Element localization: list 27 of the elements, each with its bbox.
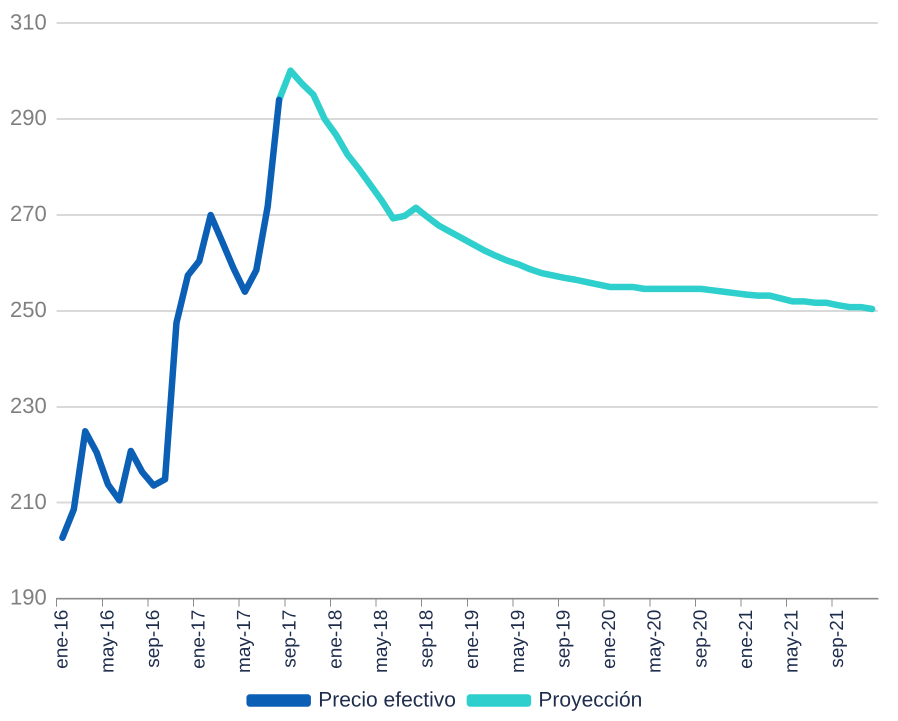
- x-tick-label: ene-17: [188, 610, 210, 669]
- x-tick-label: may-19: [508, 610, 529, 674]
- x-tick-label: sep-20: [690, 610, 712, 668]
- x-tick-label: sep-16: [142, 610, 164, 668]
- x-tick-label: ene-20: [599, 610, 620, 669]
- x-tick-label: may-18: [370, 610, 392, 674]
- x-tick-label: may-21: [782, 610, 803, 674]
- y-tick-label: 190: [10, 584, 47, 610]
- y-tick-label: 210: [10, 488, 47, 514]
- y-tick-label: 310: [10, 9, 47, 34]
- x-tick-label: ene-18: [325, 610, 346, 669]
- x-tick-label: sep-18: [416, 610, 438, 668]
- x-tick-label: ene-21: [736, 610, 757, 669]
- y-tick-label: 270: [10, 201, 47, 226]
- x-tick-label: may-16: [97, 610, 118, 674]
- x-tick-label: ene-16: [52, 610, 73, 669]
- x-tick-label: sep-17: [280, 610, 301, 668]
- x-tick-label: sep-21: [827, 610, 848, 668]
- legend-label: Precio efectivo: [318, 688, 456, 712]
- x-tick-label: sep-19: [553, 610, 574, 668]
- y-tick-label: 250: [10, 296, 47, 322]
- x-tick-label: may-17: [234, 610, 256, 674]
- y-tick-label: 230: [10, 392, 47, 418]
- x-tick-label: may-20: [644, 610, 666, 674]
- x-tick-label: ene-19: [462, 610, 484, 669]
- y-tick-label: 290: [10, 105, 47, 130]
- legend-label: Proyección: [538, 688, 642, 712]
